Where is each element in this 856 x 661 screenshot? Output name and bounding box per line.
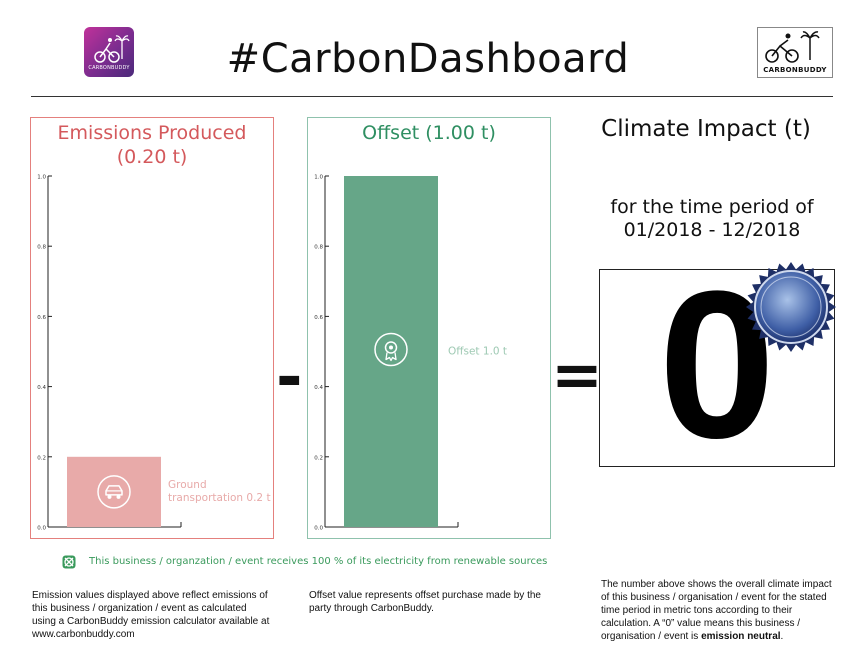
emissions-panel: Emissions Produced (0.20 t) 0.0 0.2 0.4 0.6… — [30, 117, 274, 539]
bar-ground-transportation — [67, 456, 161, 527]
y-tick-label: 1.0 — [314, 175, 323, 181]
emissions-title-line2: (0.20 t) — [116, 146, 188, 168]
renewable-note-text: This business / organzation / event rece… — [89, 556, 548, 567]
emissions-title-line1: Emissions Produced — [57, 122, 247, 144]
bar-data-label: Offset 1.0 t — [448, 346, 507, 358]
y-tick-label: 0.8 — [314, 245, 323, 251]
cyclist-logo-icon — [94, 35, 130, 63]
time-period-value: 01/2018 - 12/2018 — [623, 219, 801, 241]
y-tick-label: 0.6 — [314, 315, 323, 321]
offset-footnote: Offset value represents offset purchase … — [309, 590, 541, 614]
y-tick-label: 0.4 — [314, 385, 323, 391]
y-tick-label: 0.0 — [37, 526, 46, 532]
y-tick-label: 0.8 — [37, 245, 46, 251]
logo-right-caption: CARBONBUDDY — [763, 66, 827, 74]
y-tick-label: 0.6 — [37, 315, 46, 321]
renewable-check-icon — [62, 555, 76, 569]
impact-footnote: The number above shows the overall clima… — [601, 578, 841, 643]
offset-bar-chart: 0.0 0.2 0.4 0.6 0.8 1.0 Offset 1.0 t — [314, 175, 507, 532]
emissions-title: Emissions Produced (0.20 t) — [31, 121, 273, 169]
emission-neutral-text: emission neutral — [701, 631, 781, 642]
carbonbuddy-logo-right: CARBONBUDDY — [757, 27, 833, 78]
header-divider — [31, 96, 833, 97]
y-tick-label: 0.0 — [314, 526, 323, 532]
emissions-footnote: Emission values displayed above reflect … — [32, 590, 270, 640]
offset-title: Offset (1.00 t) — [362, 122, 496, 144]
impact-footnote-end: . — [780, 631, 784, 642]
car-icon — [97, 475, 131, 509]
minus-operator: - — [276, 341, 303, 415]
bar-data-label: Ground transportation 0.2 t — [168, 479, 271, 504]
emissions-bar-chart: 0.0 0.2 0.4 0.6 0.8 1.0 Ground transportation 0… — [37, 175, 271, 532]
y-tick-label: 0.2 — [37, 455, 46, 461]
impact-footnote-text: The number above shows the overall clima… — [601, 579, 832, 642]
bar-offset — [344, 176, 438, 527]
carbonbuddy-logo-left: CARBONBUDDY — [84, 27, 134, 77]
equals-operator: = — [551, 338, 603, 411]
time-period-label: for the time period of — [610, 196, 814, 218]
climate-impact-title: Climate Impact (t) — [601, 116, 811, 142]
y-tick-label: 1.0 — [37, 175, 46, 181]
cyclist-logo-icon — [765, 31, 820, 63]
y-tick-label: 0.4 — [37, 385, 46, 391]
climate-buddy-seal-icon — [746, 262, 836, 352]
y-tick-label: 0.2 — [314, 455, 323, 461]
page-title: #CarbonDashboard — [226, 36, 630, 82]
award-icon — [374, 332, 408, 367]
offset-panel: Offset (1.00 t) 0.0 0.2 0.4 0.6 0.8 1.0 Offset… — [307, 117, 551, 539]
logo-left-caption: CARBONBUDDY — [88, 65, 130, 71]
